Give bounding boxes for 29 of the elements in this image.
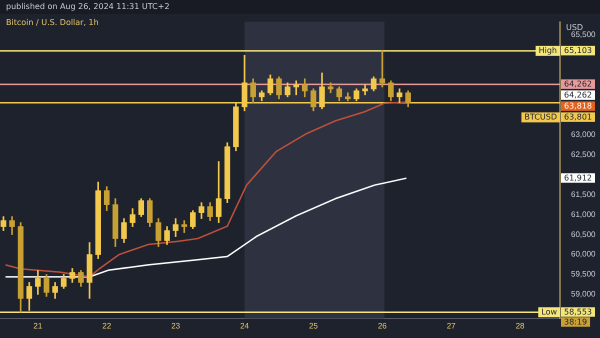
y-tick-label: 63,000 <box>571 130 596 139</box>
y-tick-label: 60,000 <box>571 250 596 259</box>
y-tick-label: 59,500 <box>571 270 596 279</box>
y-tick-label: 61,000 <box>571 210 596 219</box>
x-tick-label: 22 <box>102 321 112 330</box>
x-tick-label: 27 <box>446 321 456 330</box>
chart-subtitle: published on Aug 26, 2024 11:31 UTC+2 <box>0 0 600 14</box>
text: 64,262 <box>564 90 592 100</box>
ref-line-label: BTCUSD 63,801 <box>524 112 592 122</box>
x-tick-label: 25 <box>308 321 318 330</box>
text: 63,818 <box>564 101 592 110</box>
ref-line-label: 64,262 <box>564 79 592 88</box>
y-tick-label: 62,500 <box>571 150 596 159</box>
ref-line-label: Low 58,553 <box>541 307 592 316</box>
text: 38:19 <box>564 317 588 326</box>
x-tick-label: 23 <box>171 321 181 330</box>
y-tick-label: 60,500 <box>571 230 596 239</box>
x-tick-label: 24 <box>240 321 250 330</box>
ref-line-label: High 65,103 <box>538 46 592 55</box>
candlestick <box>362 84 368 96</box>
x-tick-label: 21 <box>33 321 43 330</box>
chart-title: Bitcoin / U.S. Dollar, 1h <box>6 18 99 27</box>
x-tick-label: 28 <box>516 321 526 330</box>
text: 61,912 <box>564 173 592 182</box>
y-axis-title: USD <box>566 22 584 32</box>
y-tick-label: 61,500 <box>571 190 596 199</box>
x-tick-label: 26 <box>378 321 388 330</box>
y-tick-label: 59,000 <box>571 290 596 299</box>
y-tick-label: 65,500 <box>571 30 596 40</box>
